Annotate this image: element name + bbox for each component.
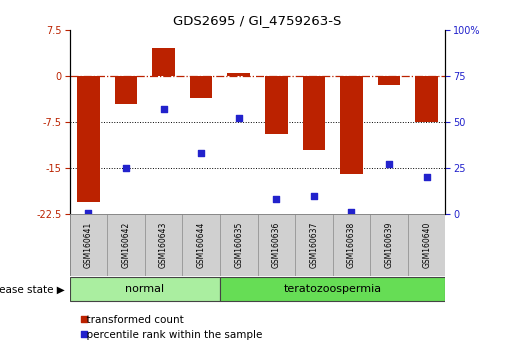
Bar [378, 76, 400, 85]
FancyBboxPatch shape [70, 278, 220, 301]
Bar [416, 76, 438, 122]
Point [235, 116, 243, 121]
Bar [77, 76, 99, 202]
Point [115, 99, 123, 104]
Text: disease state ▶: disease state ▶ [0, 284, 64, 295]
Text: transformed count: transformed count [80, 315, 183, 325]
Point [160, 107, 168, 112]
FancyBboxPatch shape [220, 278, 445, 301]
Point [84, 210, 93, 216]
Point [272, 196, 280, 202]
Text: teratozoospermia: teratozoospermia [284, 284, 382, 295]
Text: GSM160642: GSM160642 [122, 222, 130, 268]
Bar [152, 48, 175, 76]
Text: GSM160644: GSM160644 [197, 222, 205, 268]
Text: GSM160636: GSM160636 [272, 222, 281, 268]
Text: normal: normal [125, 284, 164, 295]
Text: GSM160638: GSM160638 [347, 222, 356, 268]
Point [115, 244, 123, 249]
Text: GSM160639: GSM160639 [385, 222, 393, 268]
Text: GSM160643: GSM160643 [159, 222, 168, 268]
Point [347, 210, 355, 215]
Bar [340, 76, 363, 174]
Text: GSM160635: GSM160635 [234, 222, 243, 268]
Point [197, 150, 205, 156]
Bar [190, 76, 212, 98]
Bar [265, 76, 287, 135]
Bar [228, 73, 250, 76]
Point [310, 193, 318, 199]
Text: GSM160641: GSM160641 [84, 222, 93, 268]
Bar [303, 76, 325, 150]
Bar [115, 76, 137, 104]
FancyBboxPatch shape [70, 214, 445, 276]
Point [385, 162, 393, 167]
Text: GSM160640: GSM160640 [422, 222, 431, 268]
Point [122, 165, 130, 171]
Text: percentile rank within the sample: percentile rank within the sample [80, 330, 262, 339]
Text: GDS2695 / GI_4759263-S: GDS2695 / GI_4759263-S [174, 14, 341, 27]
Point [423, 175, 431, 180]
Text: GSM160637: GSM160637 [310, 222, 318, 268]
